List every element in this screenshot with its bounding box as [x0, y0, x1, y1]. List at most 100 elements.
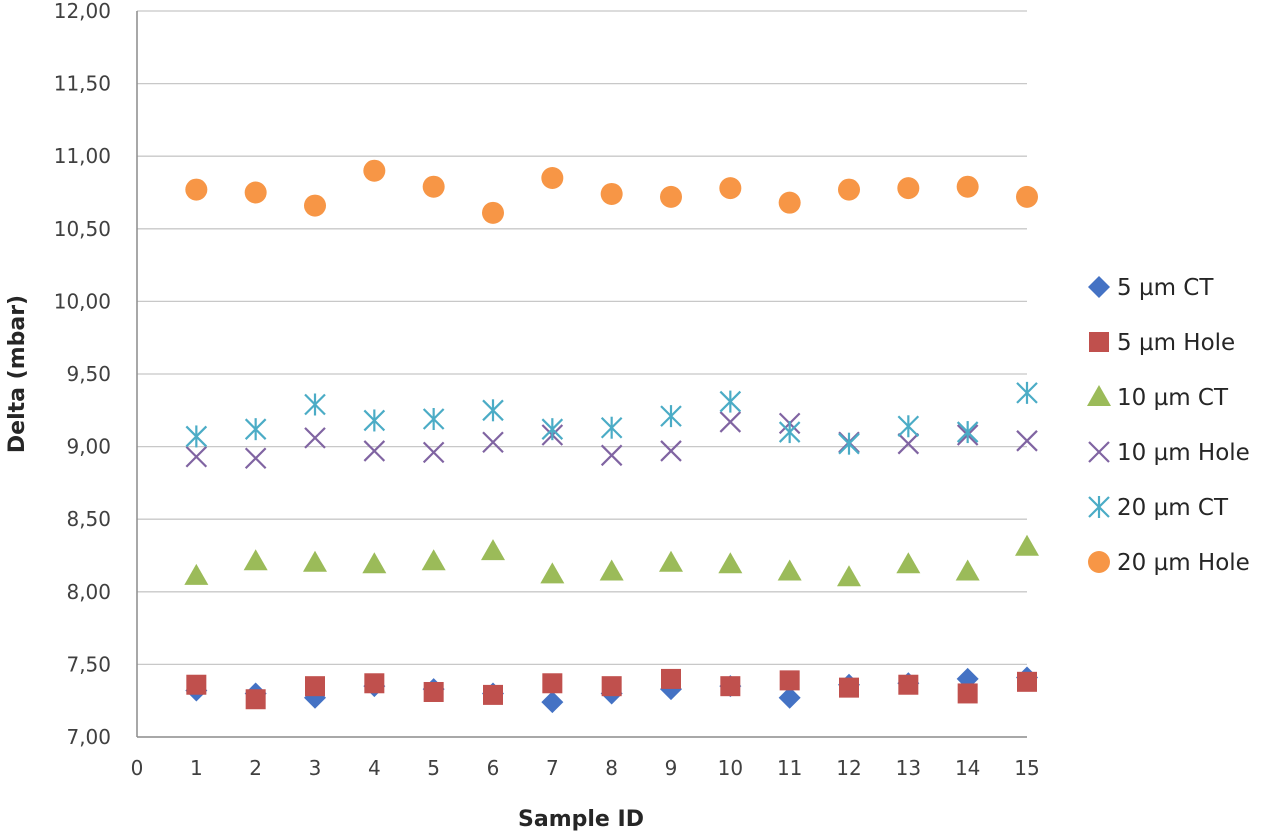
data-point: [955, 559, 980, 581]
marker-stroke: [719, 411, 742, 433]
data-point: [362, 552, 387, 574]
marker-stroke: [1088, 441, 1110, 463]
data-point: [898, 674, 919, 695]
legend-item: 20 µm CT: [1088, 495, 1229, 521]
legend-marker: [1089, 332, 1109, 352]
legend-label: 5 µm Hole: [1117, 330, 1235, 356]
data-point: [244, 418, 267, 441]
marker-stroke: [244, 447, 267, 469]
data-point: [184, 563, 209, 585]
data-point: [778, 421, 801, 444]
y-tick-label: 8,00: [66, 580, 111, 604]
legend-item: 10 µm Hole: [1088, 440, 1250, 466]
legend-marker: [1088, 441, 1110, 463]
data-point: [363, 440, 386, 462]
x-tick-label: 6: [487, 756, 500, 780]
data-point: [897, 177, 920, 200]
data-point: [838, 432, 860, 455]
data-point: [661, 668, 681, 689]
data-point: [541, 418, 564, 441]
data-point: [1015, 534, 1039, 556]
data-point: [659, 550, 683, 572]
data-point: [305, 676, 325, 697]
data-point: [422, 408, 445, 431]
data-point: [243, 549, 268, 571]
x-tick-label: 11: [777, 756, 802, 780]
x-tick-label: 13: [896, 756, 921, 780]
legend-marker: [1088, 551, 1110, 573]
x-tick-label: 9: [665, 756, 678, 780]
data-point: [1016, 381, 1038, 404]
data-point: [482, 399, 504, 422]
data-point: [837, 565, 861, 587]
data-point: [956, 421, 979, 444]
legend-marker: [1088, 276, 1110, 298]
marker-stroke: [185, 445, 208, 468]
data-point: [185, 445, 208, 468]
series-2: [186, 668, 1037, 710]
data-point: [956, 175, 979, 198]
x-tick-labels: 0 1 2 3 4 5 6 7 8 9 10 11 12 13 14 15: [131, 756, 1040, 780]
data-point: [838, 178, 860, 201]
data-point: [364, 673, 385, 694]
data-point: [778, 191, 801, 214]
data-point: [185, 425, 208, 448]
data-point: [720, 676, 741, 697]
data-point: [896, 552, 921, 574]
legend-label: 5 µm CT: [1117, 275, 1214, 301]
marker-stroke: [422, 441, 445, 464]
x-tick-label: 10: [718, 756, 743, 780]
marker-stroke: [363, 440, 386, 462]
marker-stroke: [600, 444, 623, 467]
y-tick-label: 10,00: [54, 289, 111, 313]
data-point: [599, 559, 624, 581]
data-point: [303, 550, 327, 572]
x-tick-label: 8: [605, 756, 618, 780]
data-point: [540, 562, 565, 584]
marker-stroke: [897, 432, 920, 455]
data-point: [542, 673, 563, 694]
data-point: [1017, 671, 1037, 692]
y-tick-label: 11,50: [54, 72, 111, 96]
x-tick-label: 12: [836, 756, 861, 780]
data-point: [897, 415, 920, 438]
y-tick-label: 11,00: [54, 144, 111, 168]
data-point: [422, 441, 445, 464]
data-point: [483, 684, 503, 705]
data-point: [660, 440, 682, 462]
data-point: [244, 447, 267, 469]
series-6: [185, 159, 1038, 224]
data-point: [304, 393, 326, 416]
data-point: [660, 405, 682, 428]
data-point: [897, 432, 920, 455]
data-point: [481, 539, 505, 561]
data-point: [185, 178, 208, 201]
data-point: [422, 175, 445, 198]
legend-label: 20 µm Hole: [1117, 550, 1250, 576]
data-point: [482, 201, 504, 224]
y-tick-labels: 7,00 7,50 8,00 8,50 9,00 9,50 10,00 10,50 11,00 1…: [54, 0, 111, 749]
legend-label: 10 µm Hole: [1117, 440, 1250, 466]
legend-label: 20 µm CT: [1117, 495, 1229, 521]
data-point: [304, 194, 326, 217]
y-tick-label: 8,50: [66, 507, 111, 531]
x-tick-label: 4: [368, 756, 381, 780]
data-point: [304, 427, 326, 449]
y-tick-label: 12,00: [54, 0, 111, 23]
data-point: [718, 552, 743, 574]
marker-stroke: [1016, 430, 1038, 452]
data-point: [600, 444, 623, 467]
x-tick-label: 5: [427, 756, 440, 780]
legend-marker: [1088, 496, 1110, 518]
data-point: [957, 683, 978, 704]
x-axis-title: Sample ID: [518, 807, 644, 832]
y-tick-label: 7,00: [66, 725, 111, 749]
data-point: [1016, 185, 1038, 208]
y-tick-label: 9,50: [66, 362, 111, 386]
data-point: [186, 674, 207, 695]
axes: [136, 11, 1027, 738]
series-5: [185, 381, 1038, 455]
legend-item: 5 µm CT: [1088, 275, 1214, 301]
marker-stroke: [304, 427, 326, 449]
data-point: [778, 686, 801, 709]
